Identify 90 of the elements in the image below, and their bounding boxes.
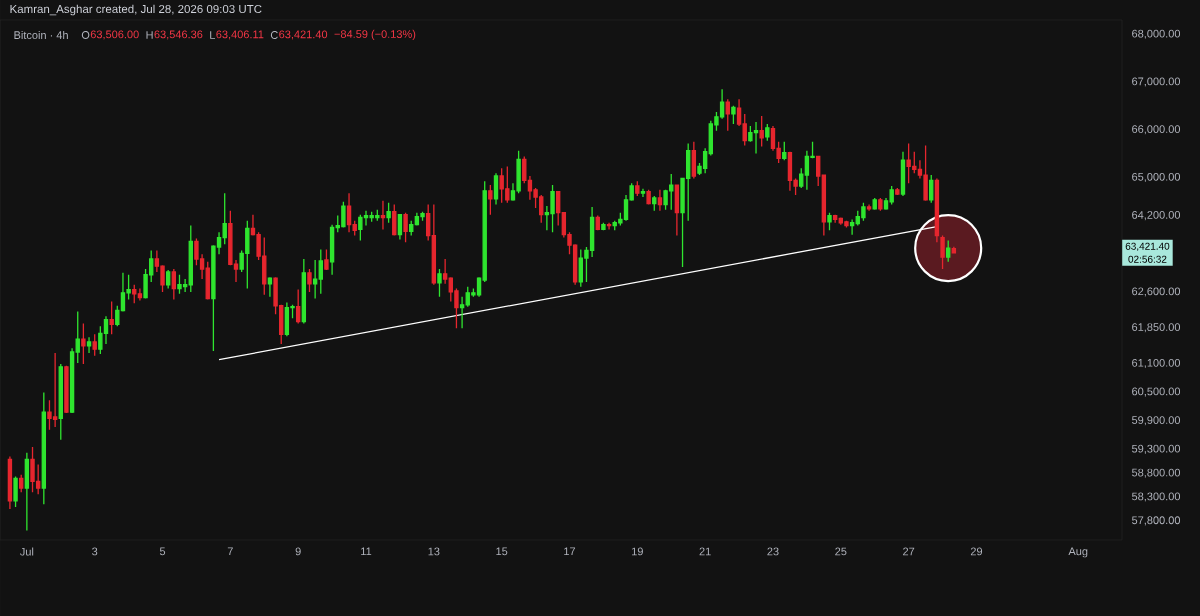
candlestick [13, 475, 18, 508]
candlestick [759, 115, 764, 148]
candlestick [878, 197, 883, 212]
candlestick [312, 259, 318, 300]
candlestick [725, 98, 730, 132]
annotation: 63,421.40 [279, 30, 328, 40]
candlestick [646, 189, 651, 206]
candlestick [652, 195, 657, 212]
candlestick [324, 248, 329, 271]
candlestick [307, 268, 312, 293]
candlestick [799, 167, 804, 189]
x-tick-label: 25 [835, 547, 847, 556]
y-tick-label: 58,800.00 [1131, 468, 1181, 478]
candlestick [606, 222, 612, 231]
x-tick-label: 17 [564, 547, 576, 556]
x-tick-label: 11 [361, 547, 372, 556]
annotation: H [146, 31, 153, 39]
x-tick-label: 15 [496, 547, 508, 556]
annotation: 63,506.00 [90, 30, 139, 40]
candlestick [601, 222, 606, 232]
x-tick-label: 23 [767, 547, 779, 556]
candlestick [827, 212, 832, 232]
x-tick-label: 27 [903, 547, 915, 556]
candlestick [81, 322, 86, 365]
candlestick [731, 105, 736, 125]
candlestick [329, 224, 335, 276]
y-tick-label: 67,000.00 [1132, 77, 1181, 87]
candlestick [86, 336, 92, 354]
x-tick-label: 13 [428, 547, 440, 556]
annotation: O [81, 31, 90, 39]
candlestick [109, 300, 114, 336]
candlestick [674, 184, 680, 237]
text: Kamran_Asghar created, Jul 28, 2026 09:03 UTC [10, 4, 262, 16]
y-tick-label: 65,000.00 [1132, 172, 1181, 182]
candlestick [765, 123, 770, 142]
candlestick [736, 98, 742, 127]
y-tick-label: 62,600.00 [1132, 287, 1181, 297]
x-tick-label: 3 [92, 547, 98, 556]
text: 02:56:32 [1128, 255, 1167, 263]
candlestick [386, 202, 391, 224]
candlestick [657, 189, 663, 212]
text: Bitcoin · 4h [14, 30, 68, 40]
y-tick-label: 60,500.00 [1132, 387, 1181, 397]
candlestick [132, 284, 137, 305]
y-tick-label: 61,100.00 [1132, 358, 1181, 369]
candlestick [459, 296, 465, 329]
y-tick-label: 61,850.00 [1132, 323, 1181, 333]
annotation: C [270, 31, 278, 39]
candlestick [488, 184, 493, 216]
candlestick [380, 200, 386, 231]
candlestick [64, 365, 69, 414]
candlestick [849, 218, 855, 236]
candlestick [92, 333, 97, 357]
candlestick [24, 452, 30, 532]
candlestick [75, 310, 80, 364]
candlestick [137, 287, 143, 302]
candlestick [442, 258, 448, 285]
candlestick [940, 234, 945, 270]
y-tick-label: 64,200.00 [1132, 211, 1181, 221]
candlestick [318, 248, 323, 295]
y-tick-label: 59,900.00 [1131, 416, 1181, 426]
y-tick-label: 68,000.00 [1132, 29, 1181, 39]
candlestick [635, 180, 640, 197]
candlestick [493, 172, 499, 206]
annotation: 63,406.11 [216, 30, 264, 40]
x-tick-label: 9 [295, 547, 301, 556]
y-tick-label: 59,300.00 [1131, 444, 1181, 454]
x-tick-label: 7 [227, 547, 233, 556]
annotation: −84.59 (−0.13%) [334, 29, 416, 41]
candlestick [946, 239, 951, 263]
candlestick [437, 268, 442, 298]
x-tick-label: Aug [1068, 547, 1088, 558]
candlestick [403, 212, 408, 243]
candlestick [895, 187, 900, 196]
y-tick-label: 58,300.00 [1131, 492, 1181, 502]
text: 63,421.40 [1125, 242, 1170, 251]
x-tick-label: Jul [20, 547, 34, 556]
x-tick-label: 21 [699, 547, 711, 556]
x-tick-label: 19 [632, 547, 643, 556]
y-tick-label: 66,000.00 [1132, 125, 1181, 135]
annotation: 63,546.36 [154, 30, 203, 40]
candlestick [409, 220, 414, 237]
candlestick [267, 276, 273, 298]
candlestick [782, 140, 787, 161]
candlestick [640, 188, 646, 198]
candlestick [866, 203, 872, 212]
x-tick-label: 5 [159, 547, 166, 556]
x-tick-label: 29 [970, 547, 983, 556]
annotation: L [210, 31, 216, 39]
y-tick-label: 57,800.00 [1131, 516, 1181, 526]
